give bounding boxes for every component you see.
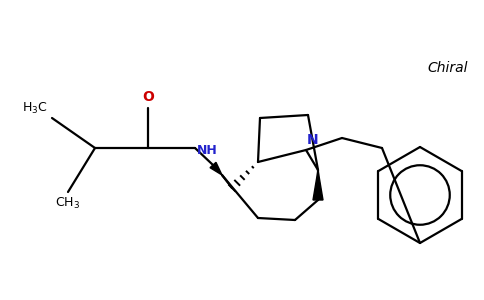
- Text: $\mathregular{H_3C}$: $\mathregular{H_3C}$: [22, 101, 48, 116]
- Text: NH: NH: [197, 143, 218, 157]
- Text: O: O: [142, 90, 154, 104]
- Polygon shape: [210, 162, 222, 175]
- Polygon shape: [313, 170, 323, 200]
- Text: N: N: [307, 133, 318, 147]
- Text: $\mathregular{CH_3}$: $\mathregular{CH_3}$: [56, 196, 80, 211]
- Text: Chiral: Chiral: [428, 61, 468, 75]
